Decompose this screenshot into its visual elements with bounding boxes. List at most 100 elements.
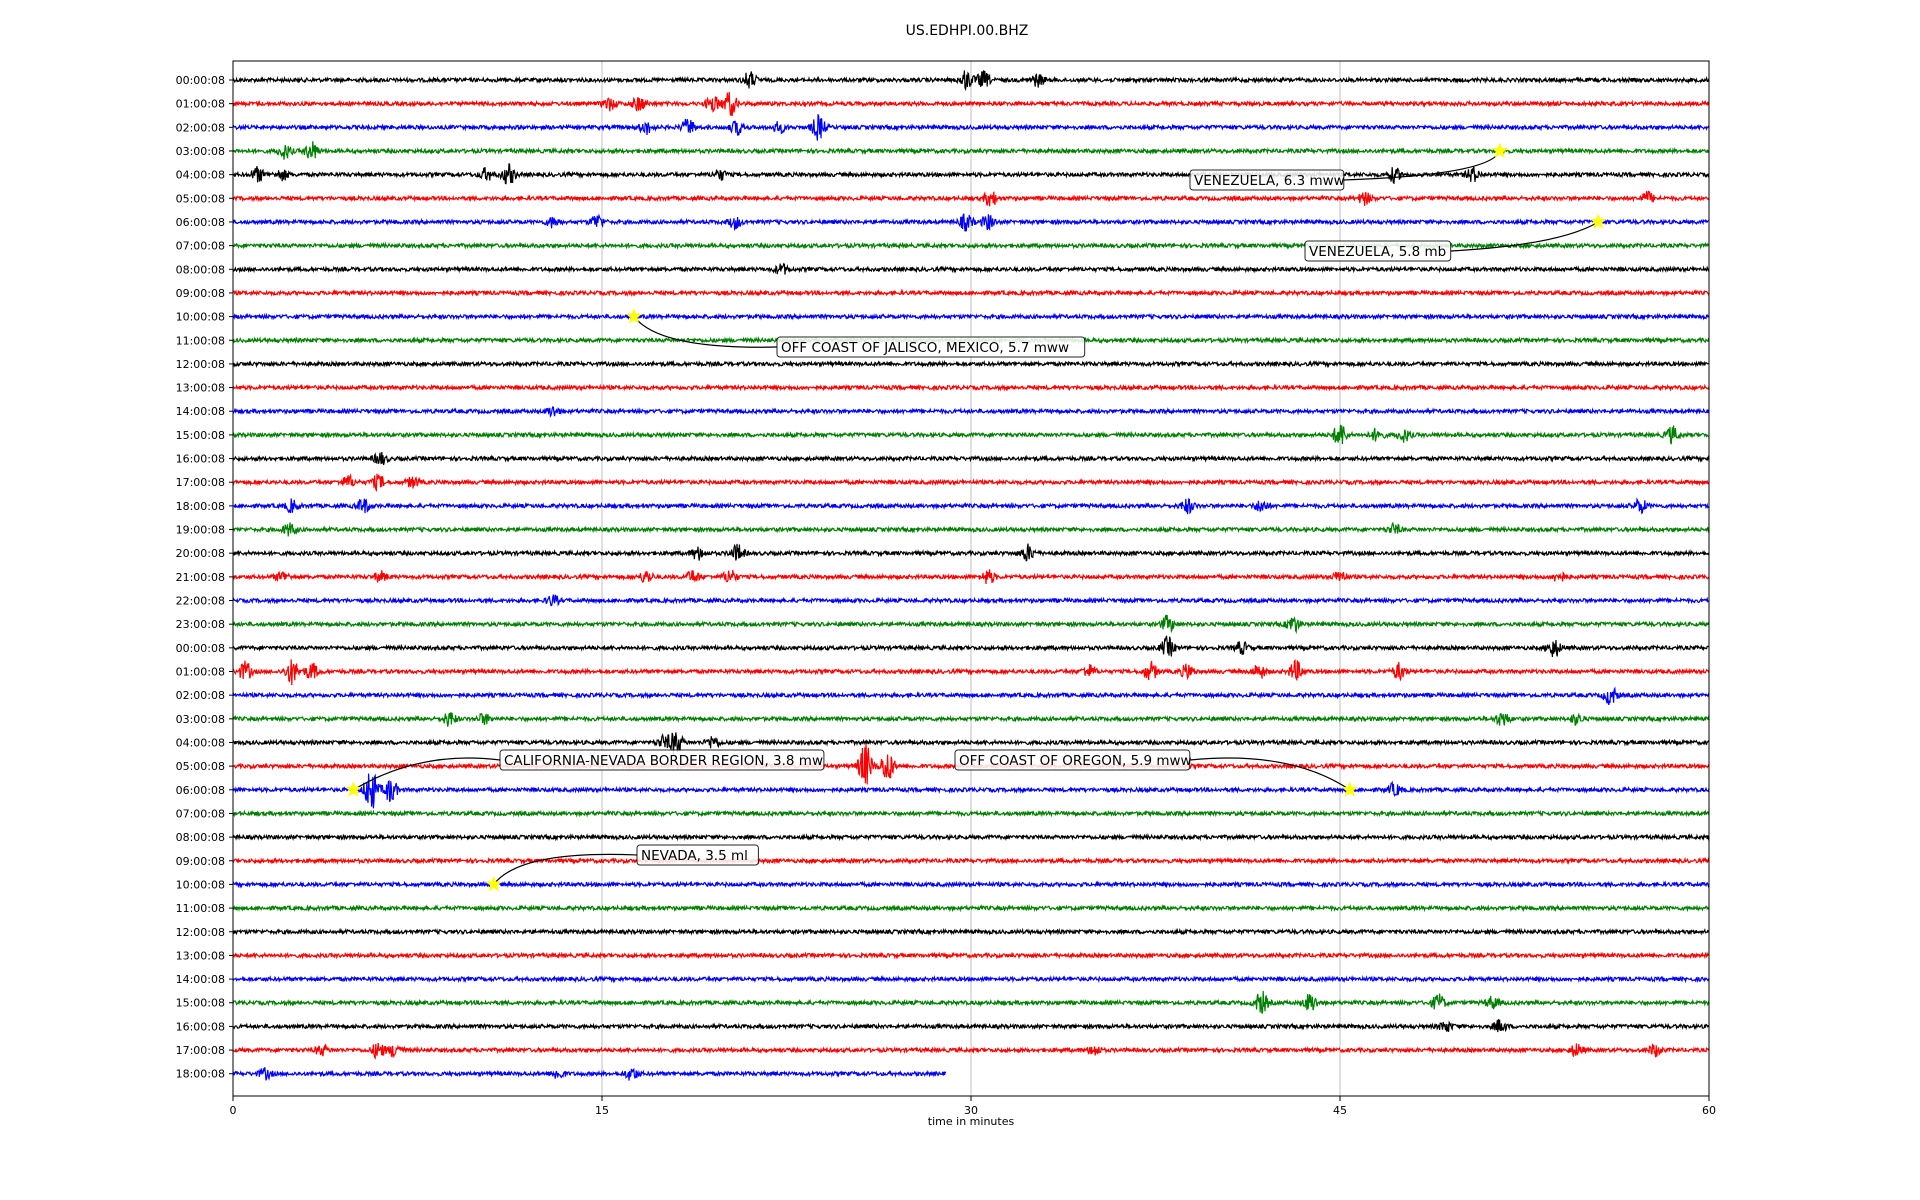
trace-row-6 [232, 213, 1710, 232]
trace-row-38 [232, 974, 1710, 984]
row-label: 03:00:08 [176, 145, 225, 158]
annotation-box [954, 749, 1191, 771]
row-label: 20:00:08 [176, 547, 225, 560]
trace-row-13 [232, 383, 1710, 392]
annotation-label: CALIFORNIA-NEVADA BORDER REGION, 3.8 mw [504, 753, 823, 769]
row-label: 00:00:08 [176, 642, 225, 655]
row-label: 14:00:08 [176, 405, 225, 418]
x-axis-ticks: 0 15 30 45 60 [230, 1096, 1716, 1117]
event-star-marker [1590, 213, 1607, 229]
row-label: 13:00:08 [176, 949, 225, 962]
trace-row-27 [232, 712, 1710, 727]
trace-row-31 [232, 809, 1710, 818]
seismic-traces [232, 70, 1710, 1081]
event-star-marker [1341, 781, 1359, 797]
annotation-label: NEVADA, 3.5 ml [641, 848, 748, 864]
trace-row-22 [232, 594, 1710, 607]
trace-row-17 [232, 473, 1710, 493]
trace-row-16 [232, 451, 1710, 466]
row-label: 07:00:08 [176, 807, 225, 820]
trace-row-3 [232, 141, 1710, 160]
annotation-connector [1450, 221, 1599, 252]
row-label: 22:00:08 [176, 595, 225, 608]
row-label: 05:00:08 [176, 760, 225, 773]
row-label: 08:00:08 [176, 831, 225, 844]
row-label: 06:00:08 [176, 216, 225, 229]
row-label: 04:00:08 [176, 736, 225, 749]
row-label: 17:00:08 [176, 476, 225, 489]
x-tick-label: 15 [595, 1104, 609, 1117]
row-label: 18:00:08 [176, 500, 225, 513]
annotation-connector [493, 853, 638, 885]
trace-row-19 [232, 521, 1710, 537]
trace-row-24 [232, 635, 1710, 657]
annotation-box [636, 844, 759, 866]
trace-row-23 [232, 614, 1710, 634]
trace-row-5 [232, 190, 1710, 207]
trace-row-9 [232, 288, 1710, 298]
trace-row-32 [232, 832, 1710, 842]
row-label: 18:00:08 [176, 1068, 225, 1081]
trace-row-14 [232, 406, 1710, 418]
trace-row-2 [232, 113, 1710, 141]
chart-title: US.EDHPI.00.BHZ [906, 23, 1029, 39]
annotation-connector [1189, 757, 1351, 791]
row-label: 06:00:08 [176, 784, 225, 797]
annotation-label: OFF COAST OF JALISCO, MEXICO, 5.7 mww [781, 340, 1069, 356]
trace-row-37 [232, 951, 1710, 960]
event-star-marker [345, 781, 362, 797]
annotation-box [1304, 240, 1452, 262]
row-label: 16:00:08 [176, 453, 225, 466]
row-time-labels: 00:00:08 01:00:08 02:00:08 03:00:08 04:00:08… [176, 74, 233, 1081]
x-tick-label: 0 [230, 1104, 237, 1117]
trace-row-8 [232, 262, 1710, 275]
trace-row-4 [232, 163, 1710, 185]
row-label: 00:00:08 [176, 74, 225, 87]
trace-row-35 [232, 904, 1710, 913]
x-tick-label: 45 [1333, 1104, 1347, 1117]
row-label: 10:00:08 [176, 878, 225, 891]
row-label: 21:00:08 [176, 571, 225, 584]
row-label: 08:00:08 [176, 263, 225, 276]
annotation-label: VENEZUELA, 6.3 mww [1194, 173, 1345, 189]
row-label: 11:00:08 [176, 334, 225, 347]
x-axis-label: time in minutes [928, 1115, 1015, 1128]
trace-row-40 [232, 1019, 1710, 1033]
row-label: 12:00:08 [176, 926, 225, 939]
row-label: 02:00:08 [176, 689, 225, 702]
row-label: 11:00:08 [176, 902, 225, 915]
trace-row-18 [232, 497, 1710, 515]
annotation-label: OFF COAST OF OREGON, 5.9 mww [959, 753, 1192, 769]
trace-row-20 [232, 543, 1710, 562]
row-label: 12:00:08 [176, 358, 225, 371]
annotation-box [776, 336, 1086, 358]
event-star-marker [625, 307, 643, 324]
trace-row-42 [232, 1067, 947, 1081]
row-label: 04:00:08 [176, 169, 225, 182]
x-tick-label: 60 [1702, 1104, 1716, 1117]
trace-row-21 [232, 569, 1710, 584]
row-label: 10:00:08 [176, 311, 225, 324]
annotation-box [1189, 169, 1345, 191]
row-label: 07:00:08 [176, 240, 225, 253]
row-label: 19:00:08 [176, 524, 225, 537]
annotation-box [499, 749, 825, 771]
trace-row-34 [232, 880, 1710, 889]
trace-row-30 [232, 773, 1710, 809]
trace-row-41 [232, 1042, 1710, 1060]
trace-row-33 [232, 856, 1710, 866]
annotation-label: VENEZUELA, 5.8 mb [1309, 244, 1446, 260]
x-tick-label: 30 [964, 1104, 978, 1117]
trace-row-15 [232, 424, 1710, 445]
row-label: 01:00:08 [176, 666, 225, 679]
row-label: 15:00:08 [176, 429, 225, 442]
row-label: 09:00:08 [176, 287, 225, 300]
row-label: 23:00:08 [176, 618, 225, 631]
row-label: 02:00:08 [176, 121, 225, 134]
row-label: 14:00:08 [176, 973, 225, 986]
annotation-connector [633, 316, 778, 348]
trace-row-28 [232, 732, 1710, 755]
row-label: 03:00:08 [176, 713, 225, 726]
row-label: 09:00:08 [176, 855, 225, 868]
